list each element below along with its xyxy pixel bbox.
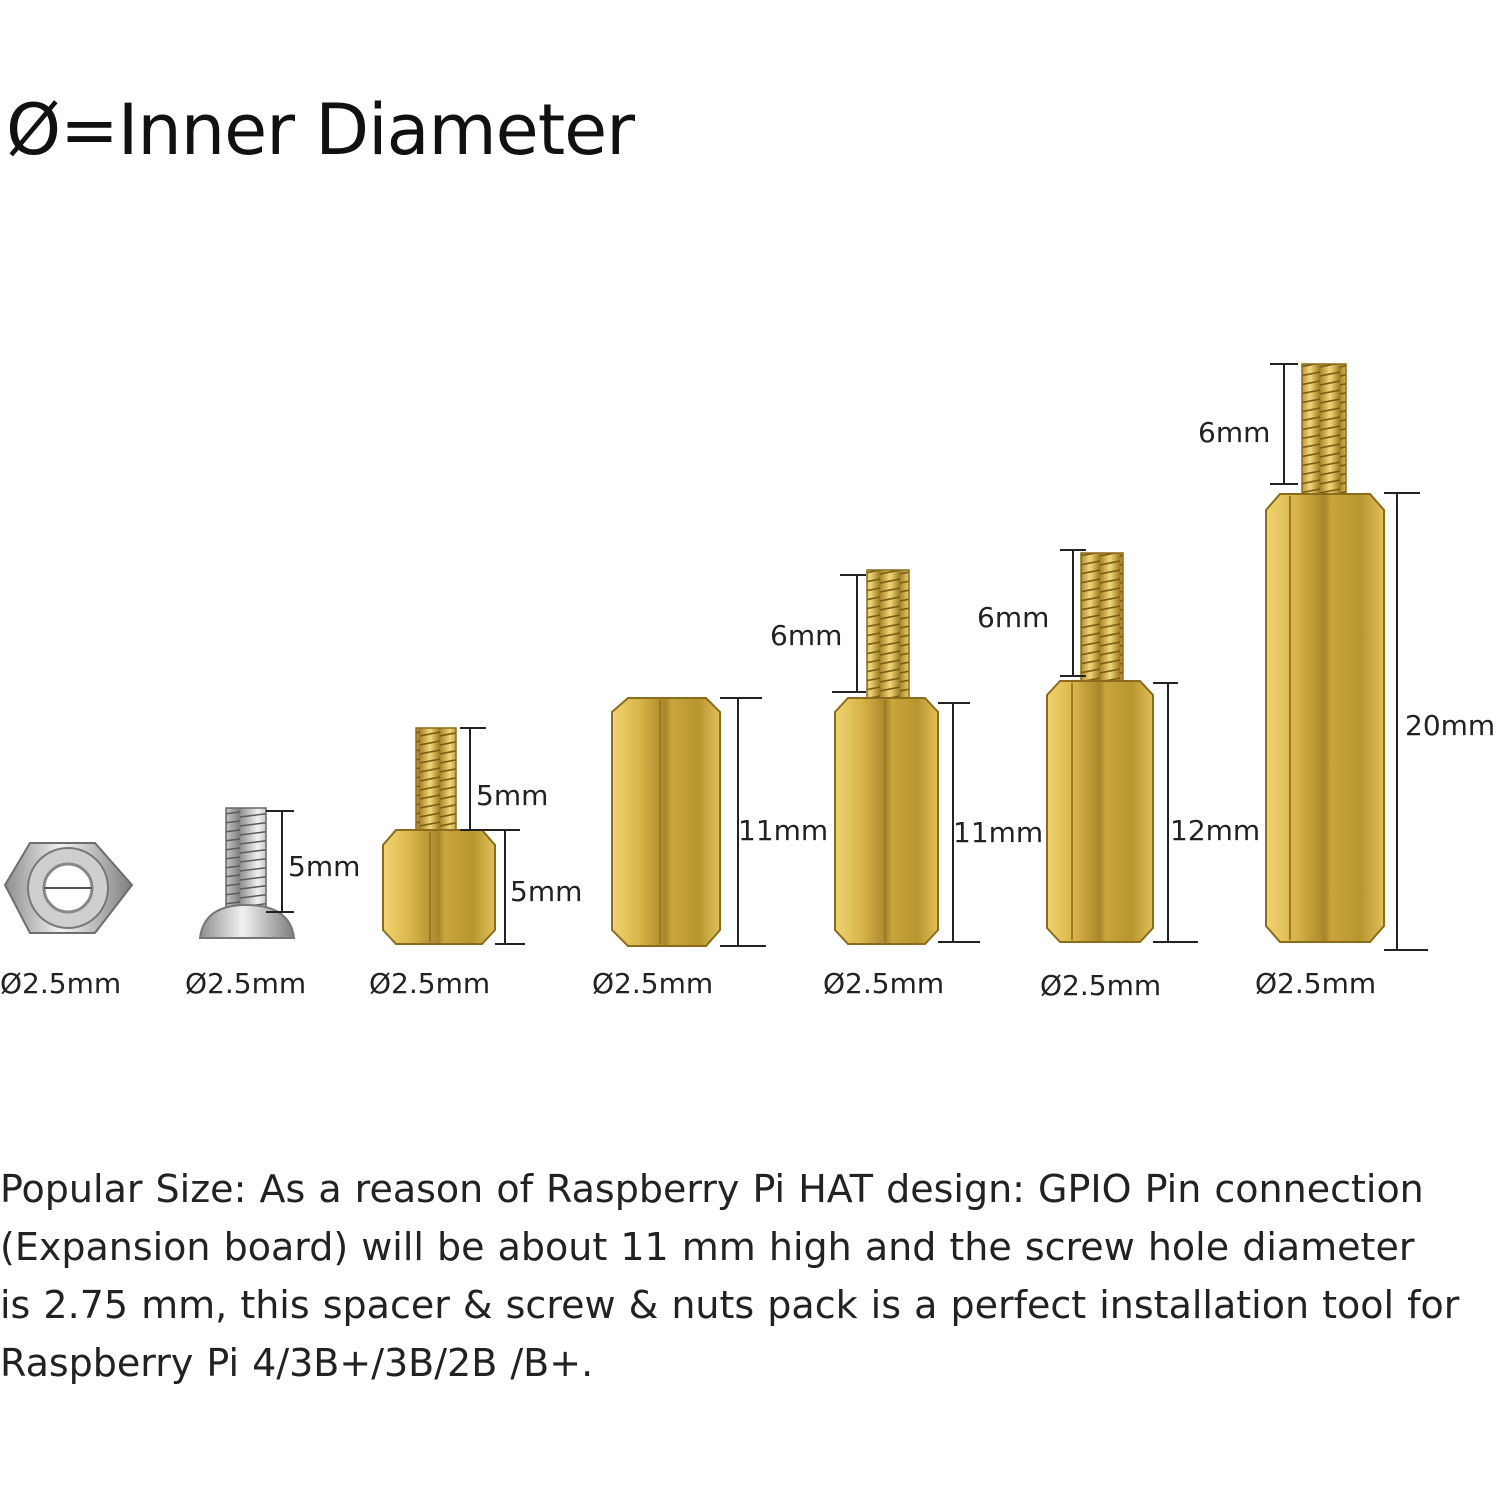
steel-screw-diameter-label: Ø2.5mm bbox=[185, 967, 306, 1000]
standoff-20mm-diameter-label: Ø2.5mm bbox=[1255, 967, 1376, 1000]
standoff-20mm-thread-label: 6mm bbox=[1198, 416, 1270, 449]
hex-nut-diameter-label: Ø2.5mm bbox=[0, 967, 121, 1000]
standoff-5mm bbox=[382, 727, 525, 945]
spacer-11mm-body-label: 11mm bbox=[738, 814, 828, 847]
description-line: (Expansion board) will be about 11 mm hi… bbox=[0, 1225, 1415, 1269]
description-paragraph: Popular Size: As a reason of Raspberry P… bbox=[0, 1160, 1497, 1392]
standoff-5mm-diameter-label: Ø2.5mm bbox=[369, 967, 490, 1000]
screw-length-label: 5mm bbox=[288, 850, 360, 883]
description-line: is 2.75 mm, this spacer & screw & nuts p… bbox=[0, 1283, 1460, 1327]
standoff-12mm bbox=[1046, 549, 1198, 943]
hardware-diagram: 5mm 5mm 5mm 11mm 6mm 11mm 6mm 12mm 6mm 2… bbox=[0, 363, 1495, 1002]
standoff-20mm-body-label: 20mm bbox=[1405, 709, 1495, 742]
standoff-11mm bbox=[832, 569, 980, 945]
spacer-11mm bbox=[611, 697, 766, 947]
standoff-20mm bbox=[1265, 363, 1428, 951]
standoff-12mm-diameter-label: Ø2.5mm bbox=[1040, 969, 1161, 1002]
standoff-12mm-body-label: 12mm bbox=[1170, 814, 1260, 847]
steel-screw bbox=[198, 807, 296, 939]
standoff-12mm-thread-label: 6mm bbox=[977, 601, 1049, 634]
description-line: Raspberry Pi 4/3B+/3B/2B /B+. bbox=[0, 1341, 594, 1385]
page-title: Ø=Inner Diameter bbox=[6, 89, 635, 171]
standoff-5mm-body-label: 5mm bbox=[510, 875, 582, 908]
standoff-11mm-diameter-label: Ø2.5mm bbox=[823, 967, 944, 1000]
description-line: Popular Size: As a reason of Raspberry P… bbox=[0, 1167, 1424, 1211]
standoff-11mm-thread-label: 6mm bbox=[770, 619, 842, 652]
standoff-11mm-body-label: 11mm bbox=[953, 816, 1043, 849]
standoff-5mm-thread-label: 5mm bbox=[476, 779, 548, 812]
spacer-11mm-diameter-label: Ø2.5mm bbox=[592, 967, 713, 1000]
hex-nut bbox=[3, 842, 134, 934]
